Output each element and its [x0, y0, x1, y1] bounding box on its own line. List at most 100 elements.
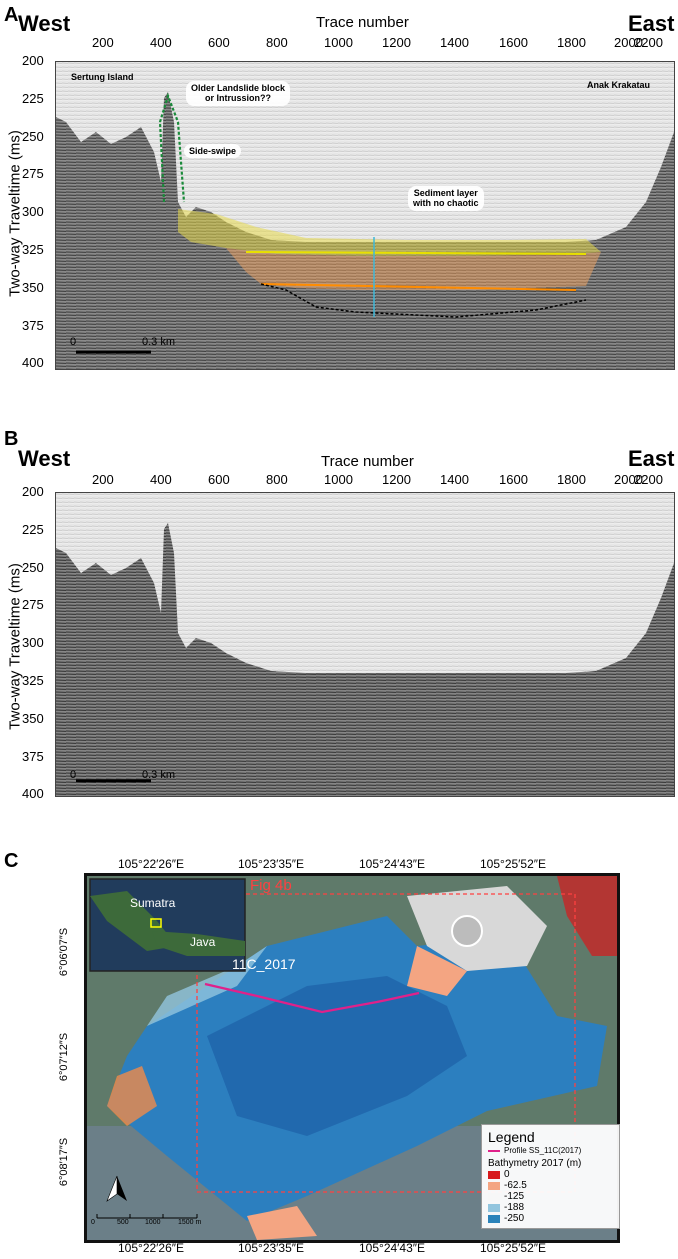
scale-tick-500: 500: [117, 1219, 129, 1226]
lon-tick-top-1: 105°22′26″E: [118, 857, 185, 871]
y-tick-label: 350: [22, 279, 44, 295]
y-tick-label: 400: [22, 786, 44, 802]
panel-letter-c: C: [4, 850, 19, 872]
x-tick-label: 1400: [440, 472, 469, 487]
legend-bathy-label: 0: [504, 1169, 510, 1180]
fig-4b-label: Fig 4b: [250, 877, 292, 894]
x-tick-label: 600: [208, 35, 230, 50]
x-tick-label: 1600: [499, 35, 528, 50]
y-tick-label: 275: [22, 597, 44, 613]
profile-label: 11C_2017: [232, 956, 296, 972]
legend-swatch: [488, 1181, 500, 1190]
legend-profile-row: Profile SS_11C(2017): [488, 1145, 613, 1156]
scale-label: 0.3 km: [142, 769, 176, 781]
x-tick-label: 400: [150, 35, 172, 50]
x-tick-label: 400: [150, 472, 172, 487]
x-tick-label: 2000: [614, 35, 643, 50]
y-tick-label: 250: [22, 128, 44, 144]
legend-bathy-row: -188: [488, 1202, 613, 1213]
y-axis-title: Two-way Traveltime (ms): [6, 130, 24, 297]
x-tick-label: 1600: [499, 472, 528, 487]
bathymetry-map: [84, 873, 620, 1243]
inset-label-sumatra: Sumatra: [130, 896, 176, 910]
legend-swatch: [488, 1170, 500, 1179]
inset-label-java: Java: [190, 935, 216, 949]
legend-swatch: [488, 1192, 500, 1201]
legend-bathy-row: -125: [488, 1191, 613, 1202]
x-tick-label: 200: [92, 472, 114, 487]
lon-tick-bottom-4: 105°25′52″E: [480, 1241, 547, 1255]
x-tick-label: 1000: [324, 35, 353, 50]
x-tick-label: 800: [266, 35, 288, 50]
legend-title: Legend: [488, 1129, 535, 1145]
x-tick-label: 1000: [324, 472, 353, 487]
east-label: East: [628, 446, 675, 471]
west-label: West: [18, 446, 71, 471]
x-axis-title: Trace number: [316, 14, 409, 31]
y-tick-label: 300: [22, 204, 44, 220]
panel-letter-a: A: [4, 4, 19, 26]
y-tick-label: 375: [22, 317, 44, 333]
y-tick-label: 400: [22, 355, 44, 371]
annotation-older-block: Older Landslide block or Intrussion??: [186, 81, 291, 106]
y-tick-label: 200: [22, 484, 44, 499]
legend-bathy-label: -62.5: [504, 1180, 527, 1191]
annotation-sediment-line1: Sediment layer: [413, 188, 478, 198]
annotation-sediment: Sediment layer with no chaotic: [408, 186, 484, 211]
annotation-sediment-line2: with no chaotic: [413, 198, 479, 209]
annotation-side-swipe: Side-swipe: [184, 144, 242, 159]
y-tick-label: 300: [22, 635, 44, 651]
scale-tick-1500: 1500 m: [178, 1219, 202, 1226]
y-tick-label: 375: [22, 748, 44, 764]
lon-tick-bottom-3: 105°24′43″E: [359, 1241, 426, 1255]
y-tick-label: 200: [22, 53, 44, 68]
annotation-older-block-line2: or Intrussion??: [205, 93, 272, 104]
lon-tick-top-3: 105°24′43″E: [359, 857, 426, 871]
scale-zero: 0: [70, 769, 77, 781]
legend-bathy-row: -250: [488, 1213, 613, 1224]
x-tick-label: 600: [208, 472, 230, 487]
annotation-older-block-line1: Older Landslide block: [191, 83, 286, 93]
lon-tick-top-4: 105°25′52″E: [480, 857, 547, 871]
x-tick-label: 1200: [382, 472, 411, 487]
legend-profile-swatch: [488, 1149, 500, 1152]
legend-bathy-label: -188: [504, 1202, 525, 1213]
lon-tick-bottom-1: 105°22′26″E: [118, 1241, 185, 1255]
west-label: West: [18, 11, 71, 36]
lat-tick-left-1: 6°06′07″S: [58, 927, 71, 977]
legend-bathy-row: 0: [488, 1169, 613, 1180]
lon-tick-bottom-2: 105°23′35″E: [238, 1241, 305, 1255]
east-label: East: [628, 11, 675, 36]
scale-label: 0.3 km: [142, 336, 176, 348]
legend-swatch: [488, 1214, 500, 1223]
x-tick-label: 1800: [557, 472, 586, 487]
panel-letter-b: B: [4, 428, 19, 450]
lat-tick-left-3: 6°08′17″S: [58, 1137, 71, 1187]
seismic-section-b: [55, 492, 675, 797]
seismic-section-a: [55, 61, 675, 370]
legend-bathy-row: -62.5: [488, 1180, 613, 1191]
legend-profile-label: Profile SS_11C(2017): [504, 1146, 582, 1155]
lat-tick-left-2: 6°07′12″S: [58, 1032, 71, 1082]
legend-bathy-label: -125: [504, 1191, 525, 1202]
x-axis-title: Trace number: [321, 453, 414, 470]
scale-tick-1000: 1000: [145, 1219, 161, 1226]
legend-items: 0 -62.5 -125 -188 -250: [488, 1169, 613, 1224]
x-tick-label: 1400: [440, 35, 469, 50]
scale-zero: 0: [70, 336, 77, 348]
x-tick-label: 1800: [557, 35, 586, 50]
legend-bathy-label: -250: [504, 1213, 525, 1224]
y-tick-label: 275: [22, 166, 44, 182]
x-tick-label: 2000: [614, 472, 643, 487]
y-tick-label: 225: [22, 521, 44, 537]
annotation-anak-krakatau: Anak Krakatau: [587, 80, 651, 90]
map-legend: Legend Profile SS_11C(2017) Bathymetry 2…: [481, 1124, 620, 1229]
lon-tick-top-2: 105°23′35″E: [238, 857, 305, 871]
legend-bathy-title: Bathymetry 2017 (m): [488, 1158, 582, 1169]
x-tick-label: 1200: [382, 35, 411, 50]
legend-swatch: [488, 1203, 500, 1212]
x-tick-label: 2200: [634, 472, 663, 487]
x-tick-label: 2200: [634, 35, 663, 50]
y-tick-label: 350: [22, 710, 44, 726]
y-tick-label: 250: [22, 559, 44, 575]
